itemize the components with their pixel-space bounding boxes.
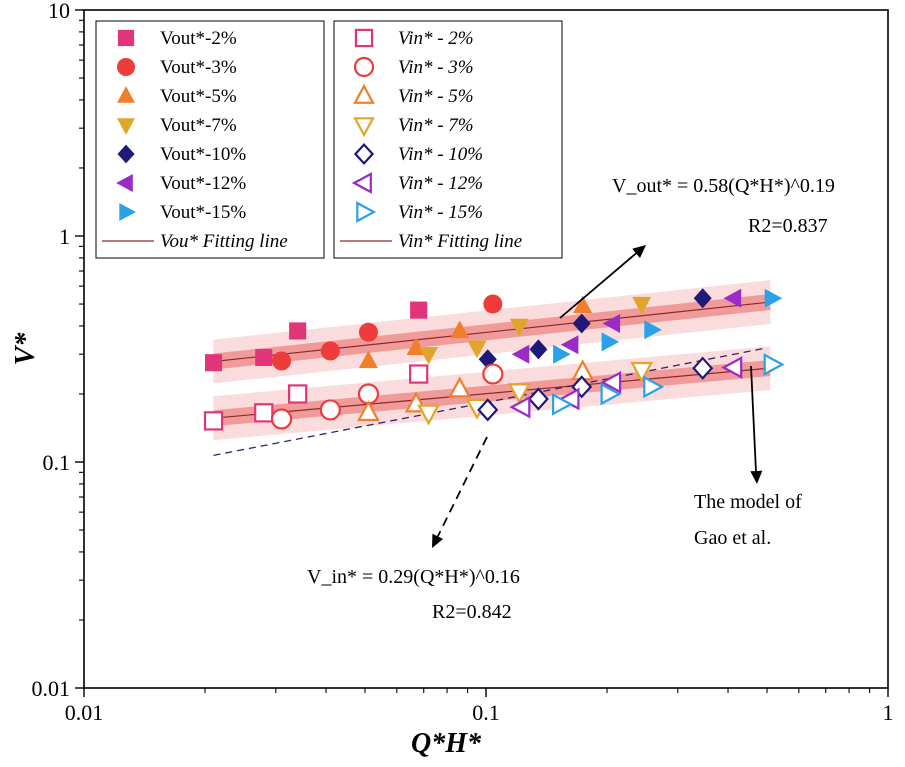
y-tick-label: 10 bbox=[48, 0, 70, 23]
data-point bbox=[410, 302, 427, 319]
model-label-line2: Gao et al. bbox=[694, 527, 771, 549]
legend-label: Vou* Fitting line bbox=[160, 231, 288, 252]
vin-equation: V_in* = 0.29(Q*H*)^0.16 bbox=[307, 566, 520, 588]
x-tick-label: 0.01 bbox=[65, 700, 104, 725]
legend-label: Vin* - 7% bbox=[398, 115, 474, 136]
y-tick-label: 1 bbox=[59, 224, 70, 249]
y-tick-label: 0.01 bbox=[32, 676, 71, 701]
vin-arrow bbox=[437, 437, 487, 538]
legend-label: Vin* - 12% bbox=[398, 173, 483, 194]
legend-label: Vin* - 10% bbox=[398, 144, 483, 165]
x-tick-label: 0.1 bbox=[472, 700, 500, 725]
y-tick-label: 0.1 bbox=[43, 450, 71, 475]
data-point bbox=[483, 365, 502, 384]
data-point bbox=[410, 365, 427, 382]
legend-label: Vin* - 3% bbox=[398, 57, 474, 78]
legend-label: Vout*-3% bbox=[160, 57, 237, 78]
legend-label: Vout*-15% bbox=[160, 202, 246, 223]
legend-label: Vin* - 15% bbox=[398, 202, 483, 223]
data-point bbox=[205, 354, 222, 371]
data-point bbox=[255, 404, 272, 421]
data-point bbox=[321, 400, 340, 419]
data-point bbox=[765, 355, 783, 374]
data-point bbox=[272, 409, 291, 428]
legend-label: Vout*-5% bbox=[160, 86, 237, 107]
data-point bbox=[289, 322, 306, 339]
legend-symbol bbox=[355, 58, 373, 76]
vin-r2: R2=0.842 bbox=[432, 601, 512, 623]
legend-label: Vout*-10% bbox=[160, 144, 246, 165]
legend-label: Vout*-7% bbox=[160, 115, 237, 136]
legend-label: Vout*-12% bbox=[160, 173, 246, 194]
legend-symbol bbox=[117, 58, 135, 76]
data-point bbox=[359, 323, 378, 342]
x-axis-title: Q*H* bbox=[411, 728, 482, 759]
legend-label: Vin* - 2% bbox=[398, 28, 474, 49]
data-point bbox=[272, 351, 291, 370]
legend-label: Vin* Fitting line bbox=[398, 231, 522, 252]
legend-label: Vin* - 5% bbox=[398, 86, 474, 107]
legend-symbol bbox=[356, 30, 372, 46]
data-point bbox=[483, 295, 502, 314]
arrow-head bbox=[750, 471, 762, 484]
x-tick-label: 1 bbox=[883, 700, 894, 725]
data-point bbox=[255, 349, 272, 366]
legend-symbol bbox=[118, 30, 134, 46]
data-point bbox=[205, 412, 222, 429]
y-axis-title: V* bbox=[10, 332, 41, 366]
data-point bbox=[321, 341, 340, 360]
legend-label: Vout*-2% bbox=[160, 28, 237, 49]
vout-equation: V_out* = 0.58(Q*H*)^0.19 bbox=[612, 175, 835, 197]
data-point bbox=[289, 385, 306, 402]
data-point bbox=[765, 289, 783, 308]
model-label-line1: The model of bbox=[694, 491, 802, 513]
legend: Vout*-2% Vout*-3% Vout*-5% Vout*-7% Vout*-10… bbox=[96, 21, 562, 258]
vout-r2: R2=0.837 bbox=[748, 215, 828, 237]
